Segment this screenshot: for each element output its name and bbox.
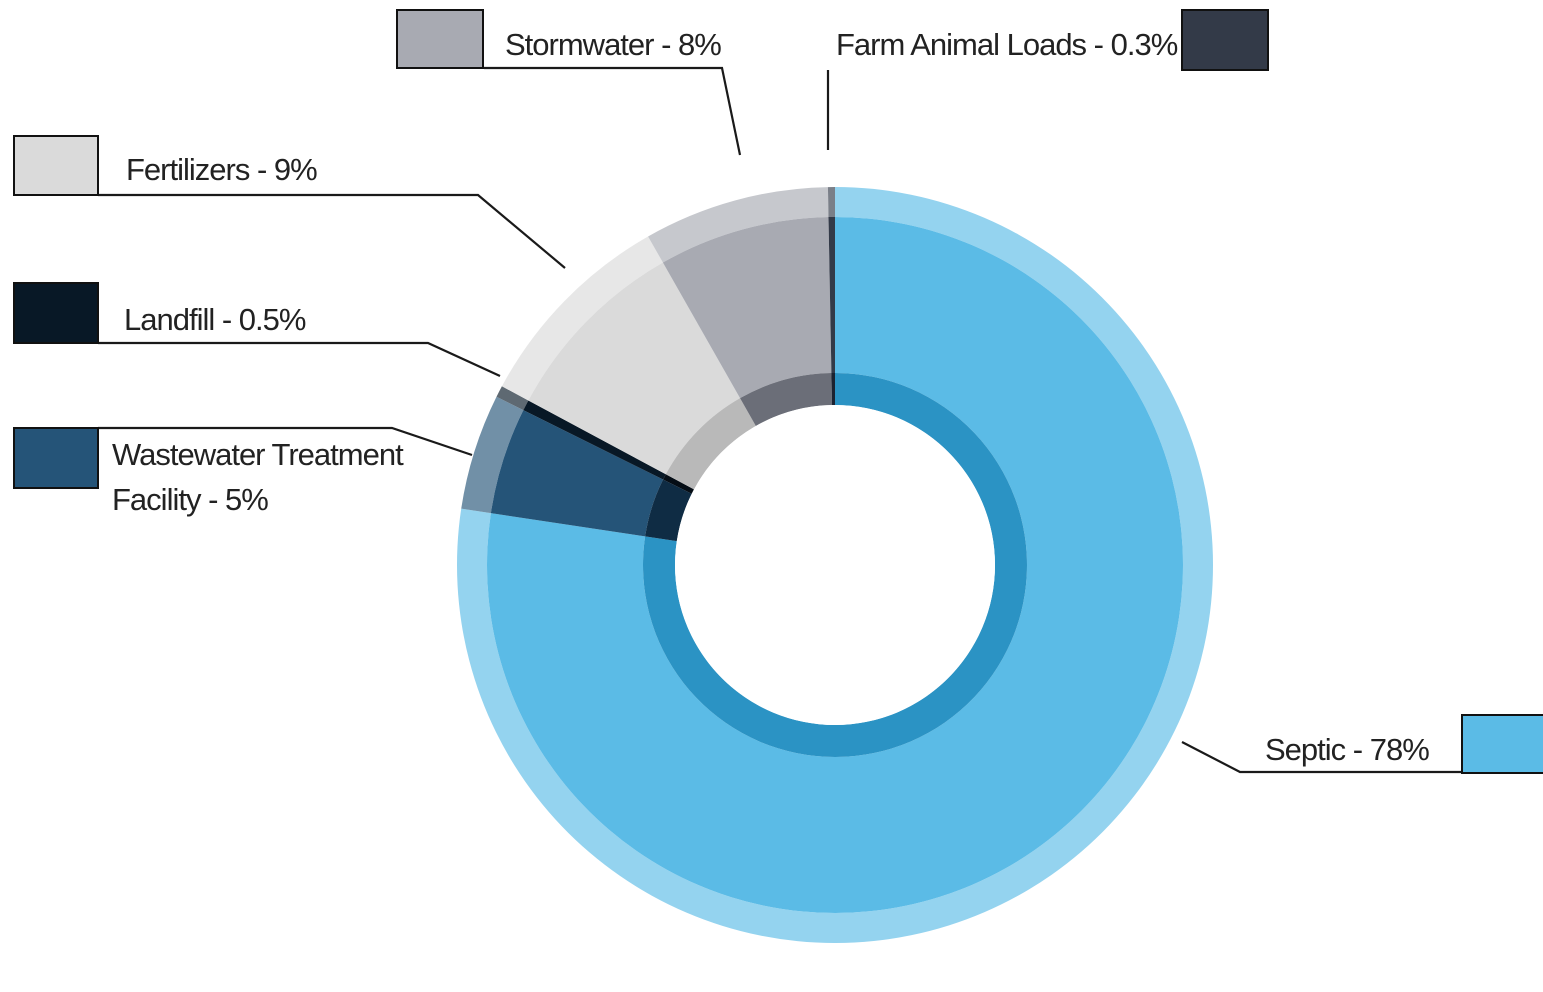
swatch-septic	[1461, 714, 1543, 774]
leader-line-wastewater	[98, 426, 473, 457]
donut-outer-rims	[457, 187, 1213, 944]
slice-inner-band-landfill	[663, 474, 695, 494]
slice-rim-landfill	[496, 386, 529, 411]
slice-landfill	[523, 400, 666, 480]
donut-inner-bands	[643, 373, 1027, 757]
slice-wastewater-treatment-facility	[490, 410, 664, 537]
swatch-wastewater-treatment-facility	[13, 427, 99, 489]
slice-rim-wastewater-treatment-facility	[461, 396, 524, 514]
label-landfill: Landfill - 0.5%	[124, 302, 306, 337]
slice-rim-stormwater	[648, 187, 829, 263]
label-wastewater-line-2: Facility - 5%	[112, 482, 268, 517]
slice-labels: Stormwater - 8% Farm Animal Loads - 0.3%…	[112, 27, 1430, 767]
swatch-farm-animal-loads	[1181, 9, 1269, 71]
slice-inner-band-stormwater	[740, 373, 833, 426]
donut-hole	[675, 405, 995, 725]
slice-rim-fertilizers	[501, 236, 663, 401]
slice-inner-band-wastewater-treatment-facility	[645, 479, 692, 542]
leader-line-landfill	[98, 341, 501, 377]
label-septic: Septic - 78%	[1265, 732, 1429, 767]
leader-line-fertilizers	[98, 193, 566, 269]
label-farm-animal-loads: Farm Animal Loads - 0.3%	[836, 27, 1178, 62]
legend-swatches	[13, 9, 1543, 774]
donut-slices	[486, 217, 1183, 914]
label-stormwater: Stormwater - 8%	[505, 27, 721, 62]
slice-septic	[486, 217, 1183, 914]
slice-inner-band-farm-animal-loads	[831, 373, 835, 406]
label-wastewater-line-1: Wastewater Treatment	[112, 437, 404, 472]
slice-stormwater	[662, 217, 832, 399]
leader-line-stormwater	[484, 66, 742, 156]
swatch-fertilizers	[13, 135, 99, 196]
slice-farm-animal-loads	[828, 217, 835, 374]
slice-rim-farm-animal-loads	[827, 187, 835, 218]
swatch-landfill	[13, 282, 99, 344]
leader-lines	[98, 66, 1462, 774]
slice-fertilizers	[528, 262, 741, 475]
label-fertilizers: Fertilizers - 9%	[126, 152, 317, 187]
swatch-stormwater	[396, 9, 484, 69]
slice-inner-band-fertilizers	[665, 398, 756, 490]
leader-line-septic	[1181, 741, 1462, 774]
